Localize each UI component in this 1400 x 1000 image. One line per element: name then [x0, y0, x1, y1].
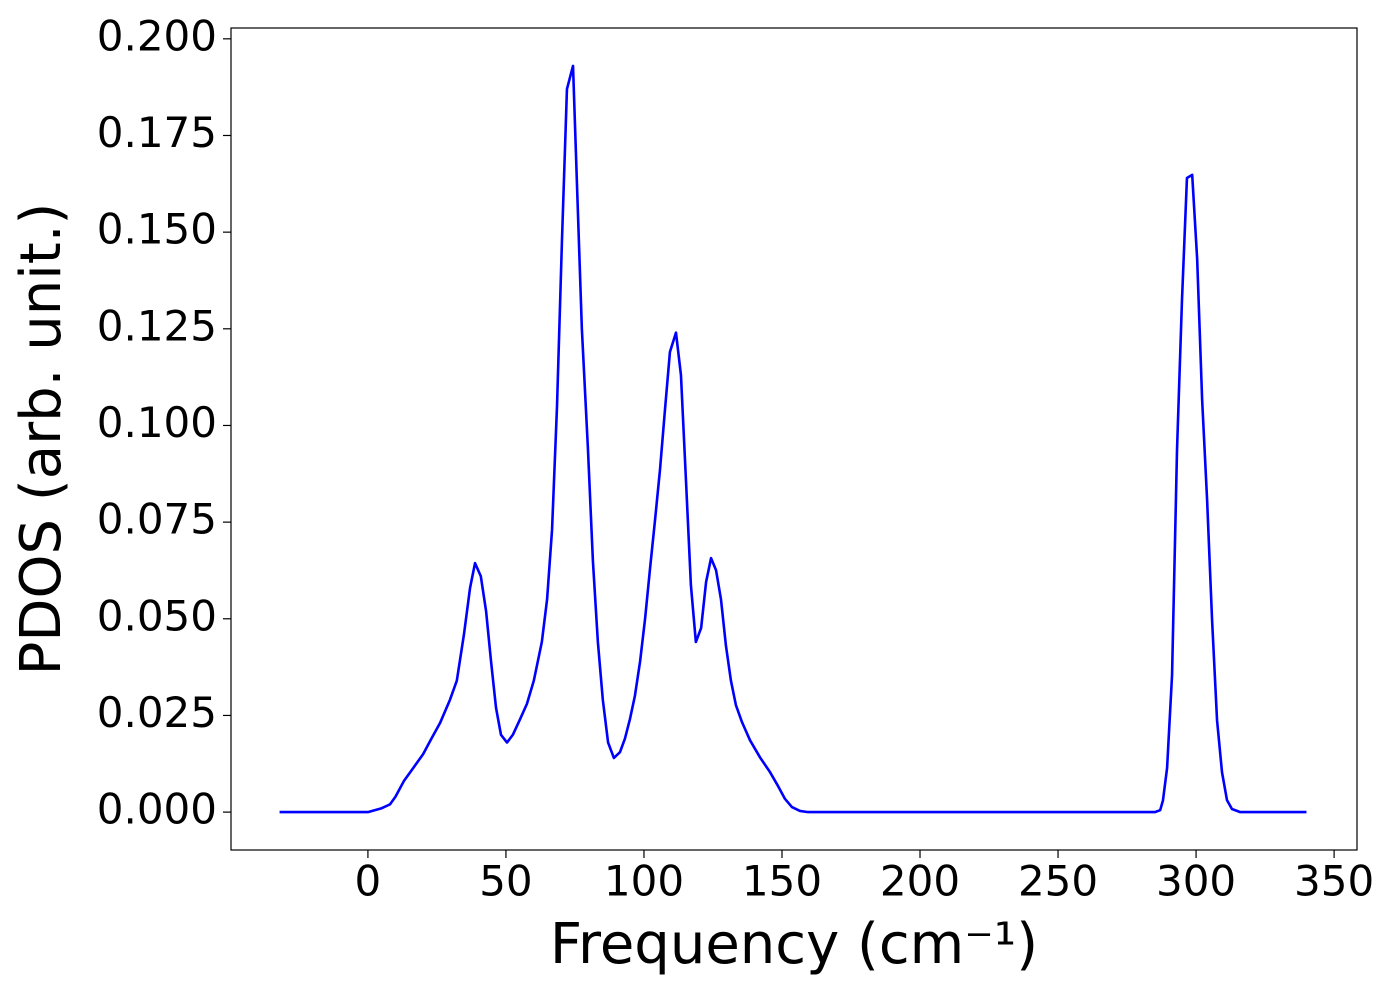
y-tick-label: 0.125	[97, 301, 217, 350]
x-tick-label: 100	[604, 857, 684, 906]
y-tick-label: 0.075	[97, 495, 217, 544]
y-tick-label: 0.025	[97, 688, 217, 737]
x-tick-label: 50	[479, 857, 532, 906]
y-tick-label: 0.175	[97, 108, 217, 157]
x-tick-label: 0	[355, 857, 382, 906]
y-tick-label: 0.000	[97, 785, 217, 834]
y-tick-label: 0.200	[97, 11, 217, 60]
x-tick-label: 250	[1018, 857, 1098, 906]
y-tick-label: 0.050	[97, 591, 217, 640]
y-axis-label: PDOS (arb. unit.)	[9, 203, 74, 676]
x-tick-label: 200	[880, 857, 960, 906]
x-tick-label: 150	[742, 857, 822, 906]
x-tick-label: 300	[1156, 857, 1236, 906]
x-tick-label: 350	[1294, 857, 1374, 906]
y-tick-label: 0.100	[97, 398, 217, 447]
plot-frame	[230, 27, 1358, 851]
x-axis-label: Frequency (cm⁻¹)	[550, 912, 1038, 977]
y-tick-label: 0.150	[97, 205, 217, 254]
data-line	[279, 64, 1307, 814]
